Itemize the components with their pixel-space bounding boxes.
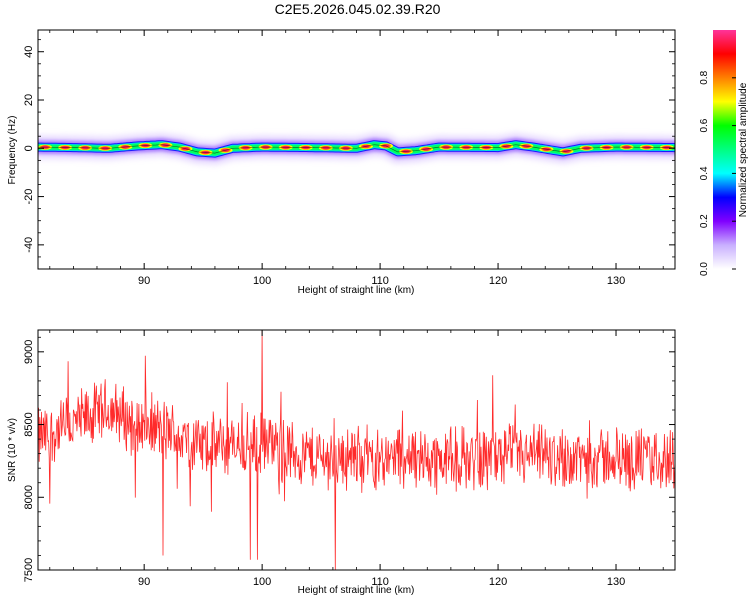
snr-ytick-label: 7500 — [23, 558, 35, 582]
spectrogram-ytick-label: 40 — [23, 46, 35, 58]
colorbar-tick-label: 0.0 — [699, 262, 710, 276]
spectrogram-ylabel: Frequency (Hz) — [7, 116, 18, 185]
snr-xtick-label: 120 — [489, 576, 507, 588]
spectrogram-xtick-label: 110 — [371, 275, 389, 287]
snr-ticks: 90 100 110 120 130 7500 8000 8500 9000 — [23, 330, 675, 588]
snr-ylabel: SNR (10 * v/v) — [7, 418, 18, 482]
snr-ytick-label: 9000 — [23, 340, 35, 364]
colorbar-tick-label: 0.8 — [699, 70, 710, 84]
snr-xtick-label: 130 — [607, 576, 625, 588]
spectrogram-ytick-label: -20 — [23, 189, 35, 205]
snr-ytick-label: 8500 — [23, 412, 35, 436]
snr-xtick-label: 100 — [253, 576, 271, 588]
spectrogram-ytick-label: -40 — [23, 237, 35, 253]
spectrogram-xlabel: Height of straight line (km) — [298, 285, 415, 296]
colorbar-tick-label: 0.4 — [699, 166, 710, 180]
spectrogram-ticks: 90 100 110 120 130 -40 -20 0 20 40 — [23, 30, 675, 287]
snr-xlabel: Height of straight line (km) — [298, 585, 415, 596]
colorbar: 0.0 0.2 0.4 0.6 0.8 Normalized spectral ampl… — [699, 30, 749, 276]
snr-panel: 90 100 110 120 130 7500 8000 8500 9000 Height of… — [7, 329, 676, 596]
spectrogram-xtick-label: 90 — [138, 275, 150, 287]
snr-xtick-label: 110 — [371, 576, 389, 588]
colorbar-ticks: 0.0 0.2 0.4 0.6 0.8 — [699, 70, 736, 276]
colorbar-gradient — [713, 30, 736, 269]
spectrogram-xtick-label: 130 — [607, 275, 625, 287]
snr-plot-area — [38, 330, 675, 570]
spectrogram-xtick-label: 120 — [489, 275, 507, 287]
colorbar-tick-label: 0.2 — [699, 214, 710, 228]
colorbar-tick-label: 0.6 — [699, 118, 710, 132]
spectrogram-ytick-label: 0 — [23, 145, 35, 151]
spectrogram-ytick-label: 20 — [23, 94, 35, 106]
spectrogram-centerline — [38, 144, 675, 154]
chart-title: C2E5.2026.045.02.39.R20 — [274, 1, 441, 17]
spectrogram-ridge — [38, 133, 675, 165]
spectrogram-xtick-label: 100 — [253, 275, 271, 287]
colorbar-label: Normalized spectral amplitude — [738, 82, 749, 217]
snr-xtick-label: 90 — [138, 576, 150, 588]
spectrogram-panel: 90 100 110 120 130 -40 -20 0 20 40 Height of stra… — [7, 29, 676, 296]
snr-ytick-label: 8000 — [23, 485, 35, 509]
snr-series-line — [38, 330, 675, 570]
